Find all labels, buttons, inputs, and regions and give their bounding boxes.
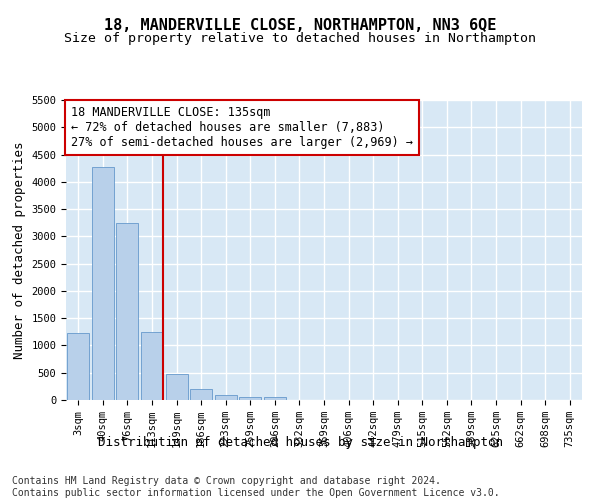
Bar: [67, 334, 89, 400]
Bar: [190, 389, 212, 400]
Bar: [215, 395, 237, 400]
Text: Size of property relative to detached houses in Northampton: Size of property relative to detached ho…: [64, 32, 536, 45]
Bar: [141, 332, 163, 400]
Bar: [239, 396, 262, 400]
Bar: [166, 374, 188, 400]
Text: Contains HM Land Registry data © Crown copyright and database right 2024.
Contai: Contains HM Land Registry data © Crown c…: [12, 476, 500, 498]
Text: 18 MANDERVILLE CLOSE: 135sqm
← 72% of detached houses are smaller (7,883)
27% of: 18 MANDERVILLE CLOSE: 135sqm ← 72% of de…: [71, 106, 413, 149]
Bar: [116, 222, 139, 400]
Y-axis label: Number of detached properties: Number of detached properties: [13, 141, 26, 359]
Bar: [92, 166, 114, 400]
Text: Distribution of detached houses by size in Northampton: Distribution of detached houses by size …: [97, 436, 503, 449]
Text: 18, MANDERVILLE CLOSE, NORTHAMPTON, NN3 6QE: 18, MANDERVILLE CLOSE, NORTHAMPTON, NN3 …: [104, 18, 496, 32]
Bar: [264, 398, 286, 400]
